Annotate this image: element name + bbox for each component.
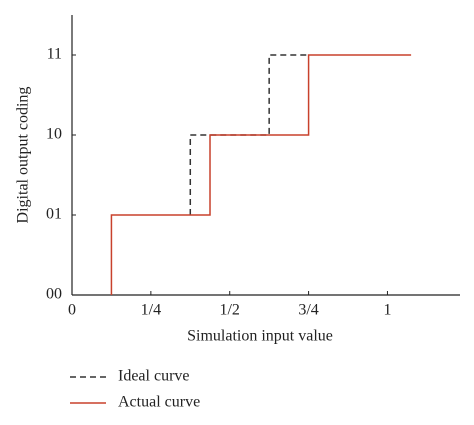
y-tick-label: 01	[46, 206, 62, 223]
x-tick-label: 1/4	[141, 302, 161, 319]
y-axis-label: Digital output coding	[15, 87, 32, 224]
x-axis-label: Simulation input value	[187, 328, 333, 345]
series-line	[189, 54, 309, 215]
x-tick-label: 1	[383, 302, 391, 319]
series-line	[110, 54, 412, 295]
x-tick-label: 1/2	[219, 302, 239, 319]
y-tick-label: 00	[46, 286, 62, 303]
y-tick-label: 10	[46, 126, 62, 143]
legend-label: Ideal curve	[118, 368, 190, 385]
y-tick-label: 11	[47, 46, 62, 63]
x-tick-label: 3/4	[298, 302, 318, 319]
x-tick-label: 0	[68, 302, 76, 319]
legend-label: Actual curve	[118, 394, 200, 411]
